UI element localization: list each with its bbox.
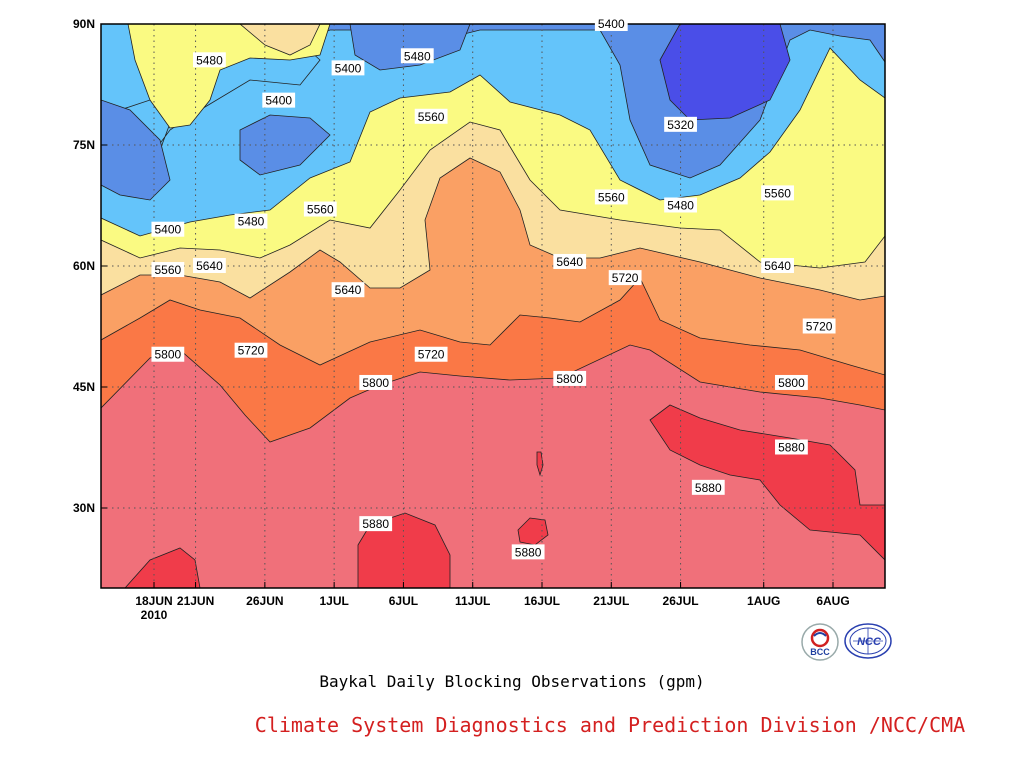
contour-label: 5720 xyxy=(806,320,833,334)
contour-label-box xyxy=(691,479,725,495)
contour-label: 5480 xyxy=(404,49,431,63)
ncc-logo-text: NCC xyxy=(857,636,882,648)
contour-label-box xyxy=(151,346,185,362)
contour-label-box xyxy=(608,270,642,286)
contour-label: 5880 xyxy=(695,481,722,495)
x-tick-label: 21JUN xyxy=(177,594,214,608)
contour-label: 5800 xyxy=(778,376,805,390)
contour-label-box xyxy=(303,201,337,217)
chart-credit: Climate System Diagnostics and Predictio… xyxy=(254,713,966,737)
contour-label-box xyxy=(400,48,434,64)
contour-label: 5400 xyxy=(155,223,182,237)
contour-label-box xyxy=(359,374,393,390)
contour-labels: 5400 5560 5480 5640 5800 5400 5480 5720 5400 5560… xyxy=(151,16,836,560)
x-tick-label: 1JUL xyxy=(319,594,348,608)
contour-label: 5480 xyxy=(238,215,265,229)
y-tick-label: 75N xyxy=(73,138,95,152)
contour-label: 5800 xyxy=(362,376,389,390)
contour-label-box xyxy=(234,213,268,229)
contour-label-box xyxy=(151,262,185,278)
contour-label: 5720 xyxy=(418,348,445,362)
contour-label-box xyxy=(193,258,226,273)
contour-label-box xyxy=(234,342,268,358)
contour-label: 5560 xyxy=(598,190,625,204)
contour-label-box xyxy=(359,516,393,532)
contour-label: 5560 xyxy=(307,203,334,217)
contour-label: 5880 xyxy=(778,441,805,455)
x-tick-label: 21JUL xyxy=(593,594,629,608)
contour-label-box xyxy=(553,370,587,386)
contour-label-box xyxy=(262,92,296,108)
band-5640-topleft xyxy=(239,24,321,56)
contour-label: 5480 xyxy=(196,53,223,67)
contour-label: 5320 xyxy=(667,118,694,132)
contour-label: 5800 xyxy=(155,348,182,362)
contour-label-box xyxy=(761,185,794,201)
contour-label: 5640 xyxy=(556,255,583,269)
y-tick-label: 45N xyxy=(73,380,95,394)
y-axis: 90N 75N 60N 45N 30N xyxy=(73,17,107,515)
contour-label-box xyxy=(664,197,697,213)
ncc-logo: NCC xyxy=(843,622,893,660)
bcc-logo-text: BCC xyxy=(810,647,830,657)
contour-label: 5880 xyxy=(362,517,389,531)
contour-label: 5560 xyxy=(418,110,445,124)
contour-label-box xyxy=(664,116,697,132)
contour-label-box xyxy=(414,346,448,362)
contour-label: 5640 xyxy=(196,259,223,273)
contour-label-box xyxy=(193,52,226,68)
contour-label: 5560 xyxy=(764,186,791,200)
band-5320 xyxy=(659,24,791,121)
contour-label: 5400 xyxy=(598,17,625,31)
x-tick-label: 16JUL xyxy=(524,594,560,608)
band-5400-mid-pocket xyxy=(239,114,331,176)
x-tick-label: 6AUG xyxy=(816,594,849,608)
bcc-logo: BCC xyxy=(800,622,840,662)
contour-label-box xyxy=(802,318,836,334)
contour-label-box xyxy=(775,374,808,390)
x-tick-label: 18JUN xyxy=(135,594,172,608)
band-max-right xyxy=(649,404,885,561)
band-max-south2 xyxy=(124,547,201,588)
contour-label-box xyxy=(414,108,448,124)
plot-frame xyxy=(100,23,886,589)
x-axis: 18JUN 21JUN 26JUN 1JUL 6JUL 11JUL 16JUL 21JUL 26… xyxy=(135,582,850,608)
band-5400-left-pocket xyxy=(101,99,171,201)
x-tick-label: 11JUL xyxy=(455,594,490,608)
band-5400-top-pocket xyxy=(349,24,471,71)
contour-label: 5880 xyxy=(515,545,542,559)
contour-label-box xyxy=(775,439,808,455)
contour-label-box xyxy=(594,16,628,31)
contour-label: 5720 xyxy=(612,271,639,285)
y-tick-label: 60N xyxy=(73,259,95,273)
y-tick-label: 30N xyxy=(73,501,95,515)
contour-label: 5480 xyxy=(667,199,694,213)
contour-label: 5400 xyxy=(265,94,292,108)
contour-label: 5640 xyxy=(335,283,362,297)
x-tick-label: 6JUL xyxy=(389,594,418,608)
y-tick-label: 90N xyxy=(73,17,95,31)
contour-label-box xyxy=(511,544,545,560)
year-label: 2010 xyxy=(141,608,168,622)
contour-label-box xyxy=(553,253,587,269)
band-max-spot xyxy=(517,517,549,546)
contour-label-box xyxy=(151,221,185,237)
contour-label: 5560 xyxy=(155,263,182,277)
x-tick-label: 26JUL xyxy=(663,594,699,608)
chart-title: Baykal Daily Blocking Observations (gpm) xyxy=(319,672,705,691)
contour-label-box xyxy=(594,189,628,205)
contour-label: 5720 xyxy=(238,344,265,358)
contour-label-box xyxy=(331,282,365,298)
contour-label: 5400 xyxy=(335,61,362,75)
contour-fill-layers xyxy=(101,24,885,588)
x-tick-label: 26JUN xyxy=(246,594,283,608)
contour-label-box xyxy=(331,60,365,76)
contour-label: 5640 xyxy=(764,259,791,273)
x-tick-label: 1AUG xyxy=(747,594,780,608)
contour-label: 5800 xyxy=(556,372,583,386)
contour-label-box xyxy=(761,258,794,273)
